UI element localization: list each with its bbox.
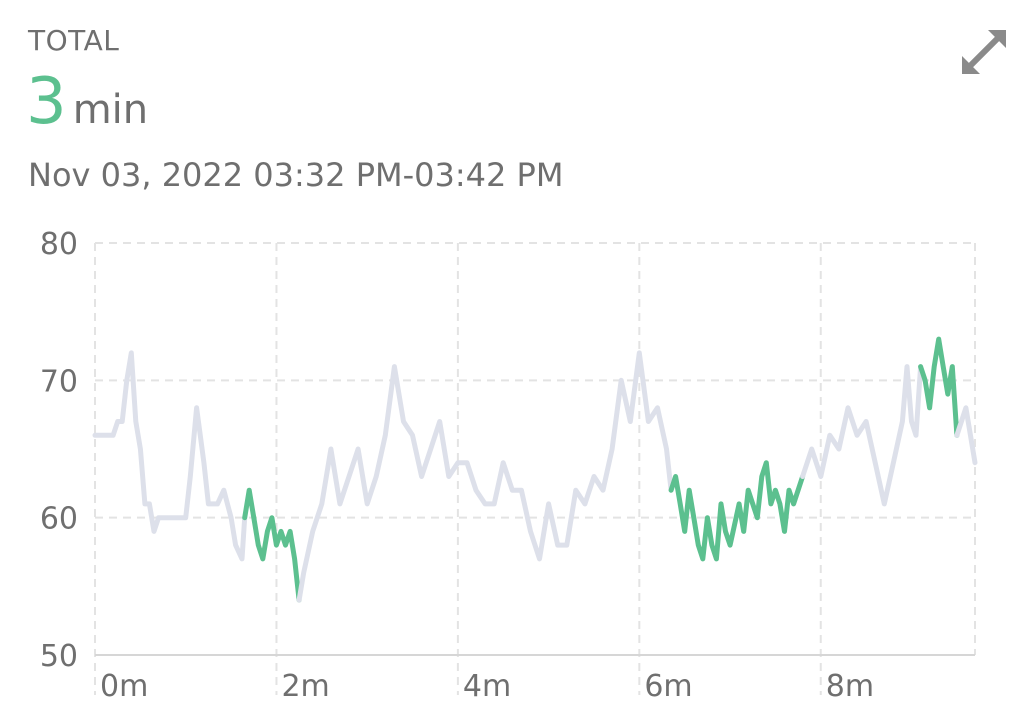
- expand-button[interactable]: [958, 26, 1010, 78]
- chart-axes: 50 60 70 80 0m 2m 4m 6m 8m: [40, 227, 975, 704]
- y-tick-label: 80: [40, 227, 78, 262]
- series-line: [800, 364, 924, 507]
- total-unit: min: [72, 87, 149, 133]
- x-tick-label: 2m: [281, 669, 329, 704]
- series-line-highlight: [668, 460, 806, 562]
- x-tick-label: 8m: [826, 669, 874, 704]
- expand-icon: [962, 30, 1006, 74]
- x-tick-label: 6m: [644, 669, 692, 704]
- x-tick-label: 0m: [100, 669, 148, 704]
- total-value: 3: [26, 65, 67, 139]
- time-range: Nov 03, 2022 03:32 PM-03:42 PM: [28, 156, 564, 194]
- total-value-row: 3 min: [26, 70, 148, 134]
- chart-grid: [94, 242, 976, 695]
- chart-lines: [92, 336, 978, 603]
- total-label: TOTAL: [28, 24, 120, 57]
- y-tick-label: 50: [40, 639, 78, 674]
- series-line-highlight: [918, 336, 960, 438]
- series-line-highlight: [242, 487, 302, 603]
- x-tick-label: 4m: [463, 669, 511, 704]
- series-line: [296, 350, 674, 603]
- series-line: [92, 350, 248, 562]
- y-tick-label: 70: [40, 364, 78, 399]
- series-line: [954, 405, 978, 466]
- y-tick-label: 60: [40, 502, 78, 537]
